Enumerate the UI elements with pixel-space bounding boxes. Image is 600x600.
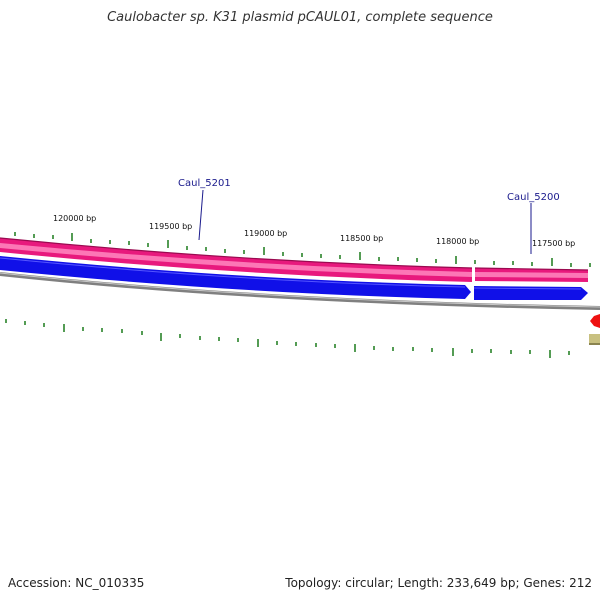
plasmid-backbone [0,272,600,310]
tick-label: 119500 bp [149,222,192,231]
tick-label: 119000 bp [244,229,287,238]
outer-tick-marks [14,232,591,267]
inner-tick-marks [5,319,570,358]
olive-feature-marker[interactable] [589,334,600,345]
tick-labels: 120000 bp 119500 bp 119000 bp 118500 bp … [53,214,575,248]
summary-text: Topology: circular; Length: 233,649 bp; … [285,576,592,590]
red-feature-marker[interactable] [590,314,600,328]
tick-label: 118500 bp [340,234,383,243]
gene-label[interactable]: Caul_5200 [507,192,560,203]
tick-label: 117500 bp [532,239,575,248]
tick-label: 118000 bp [436,237,479,246]
gene-arrow-caul-5200[interactable] [474,286,588,300]
pink-feature-track[interactable] [0,237,589,282]
gene-label[interactable]: Caul_5201 [178,178,231,189]
gene-label-caul-5200[interactable]: Caul_5200 [507,192,560,254]
accession-text: Accession: NC_010335 [8,576,145,590]
tick-label: 120000 bp [53,214,96,223]
blue-gene-track[interactable] [0,256,588,300]
map-title: Caulobacter sp. K31 plasmid pCAUL01, com… [107,10,493,25]
gene-label-caul-5201[interactable]: Caul_5201 [178,178,231,241]
